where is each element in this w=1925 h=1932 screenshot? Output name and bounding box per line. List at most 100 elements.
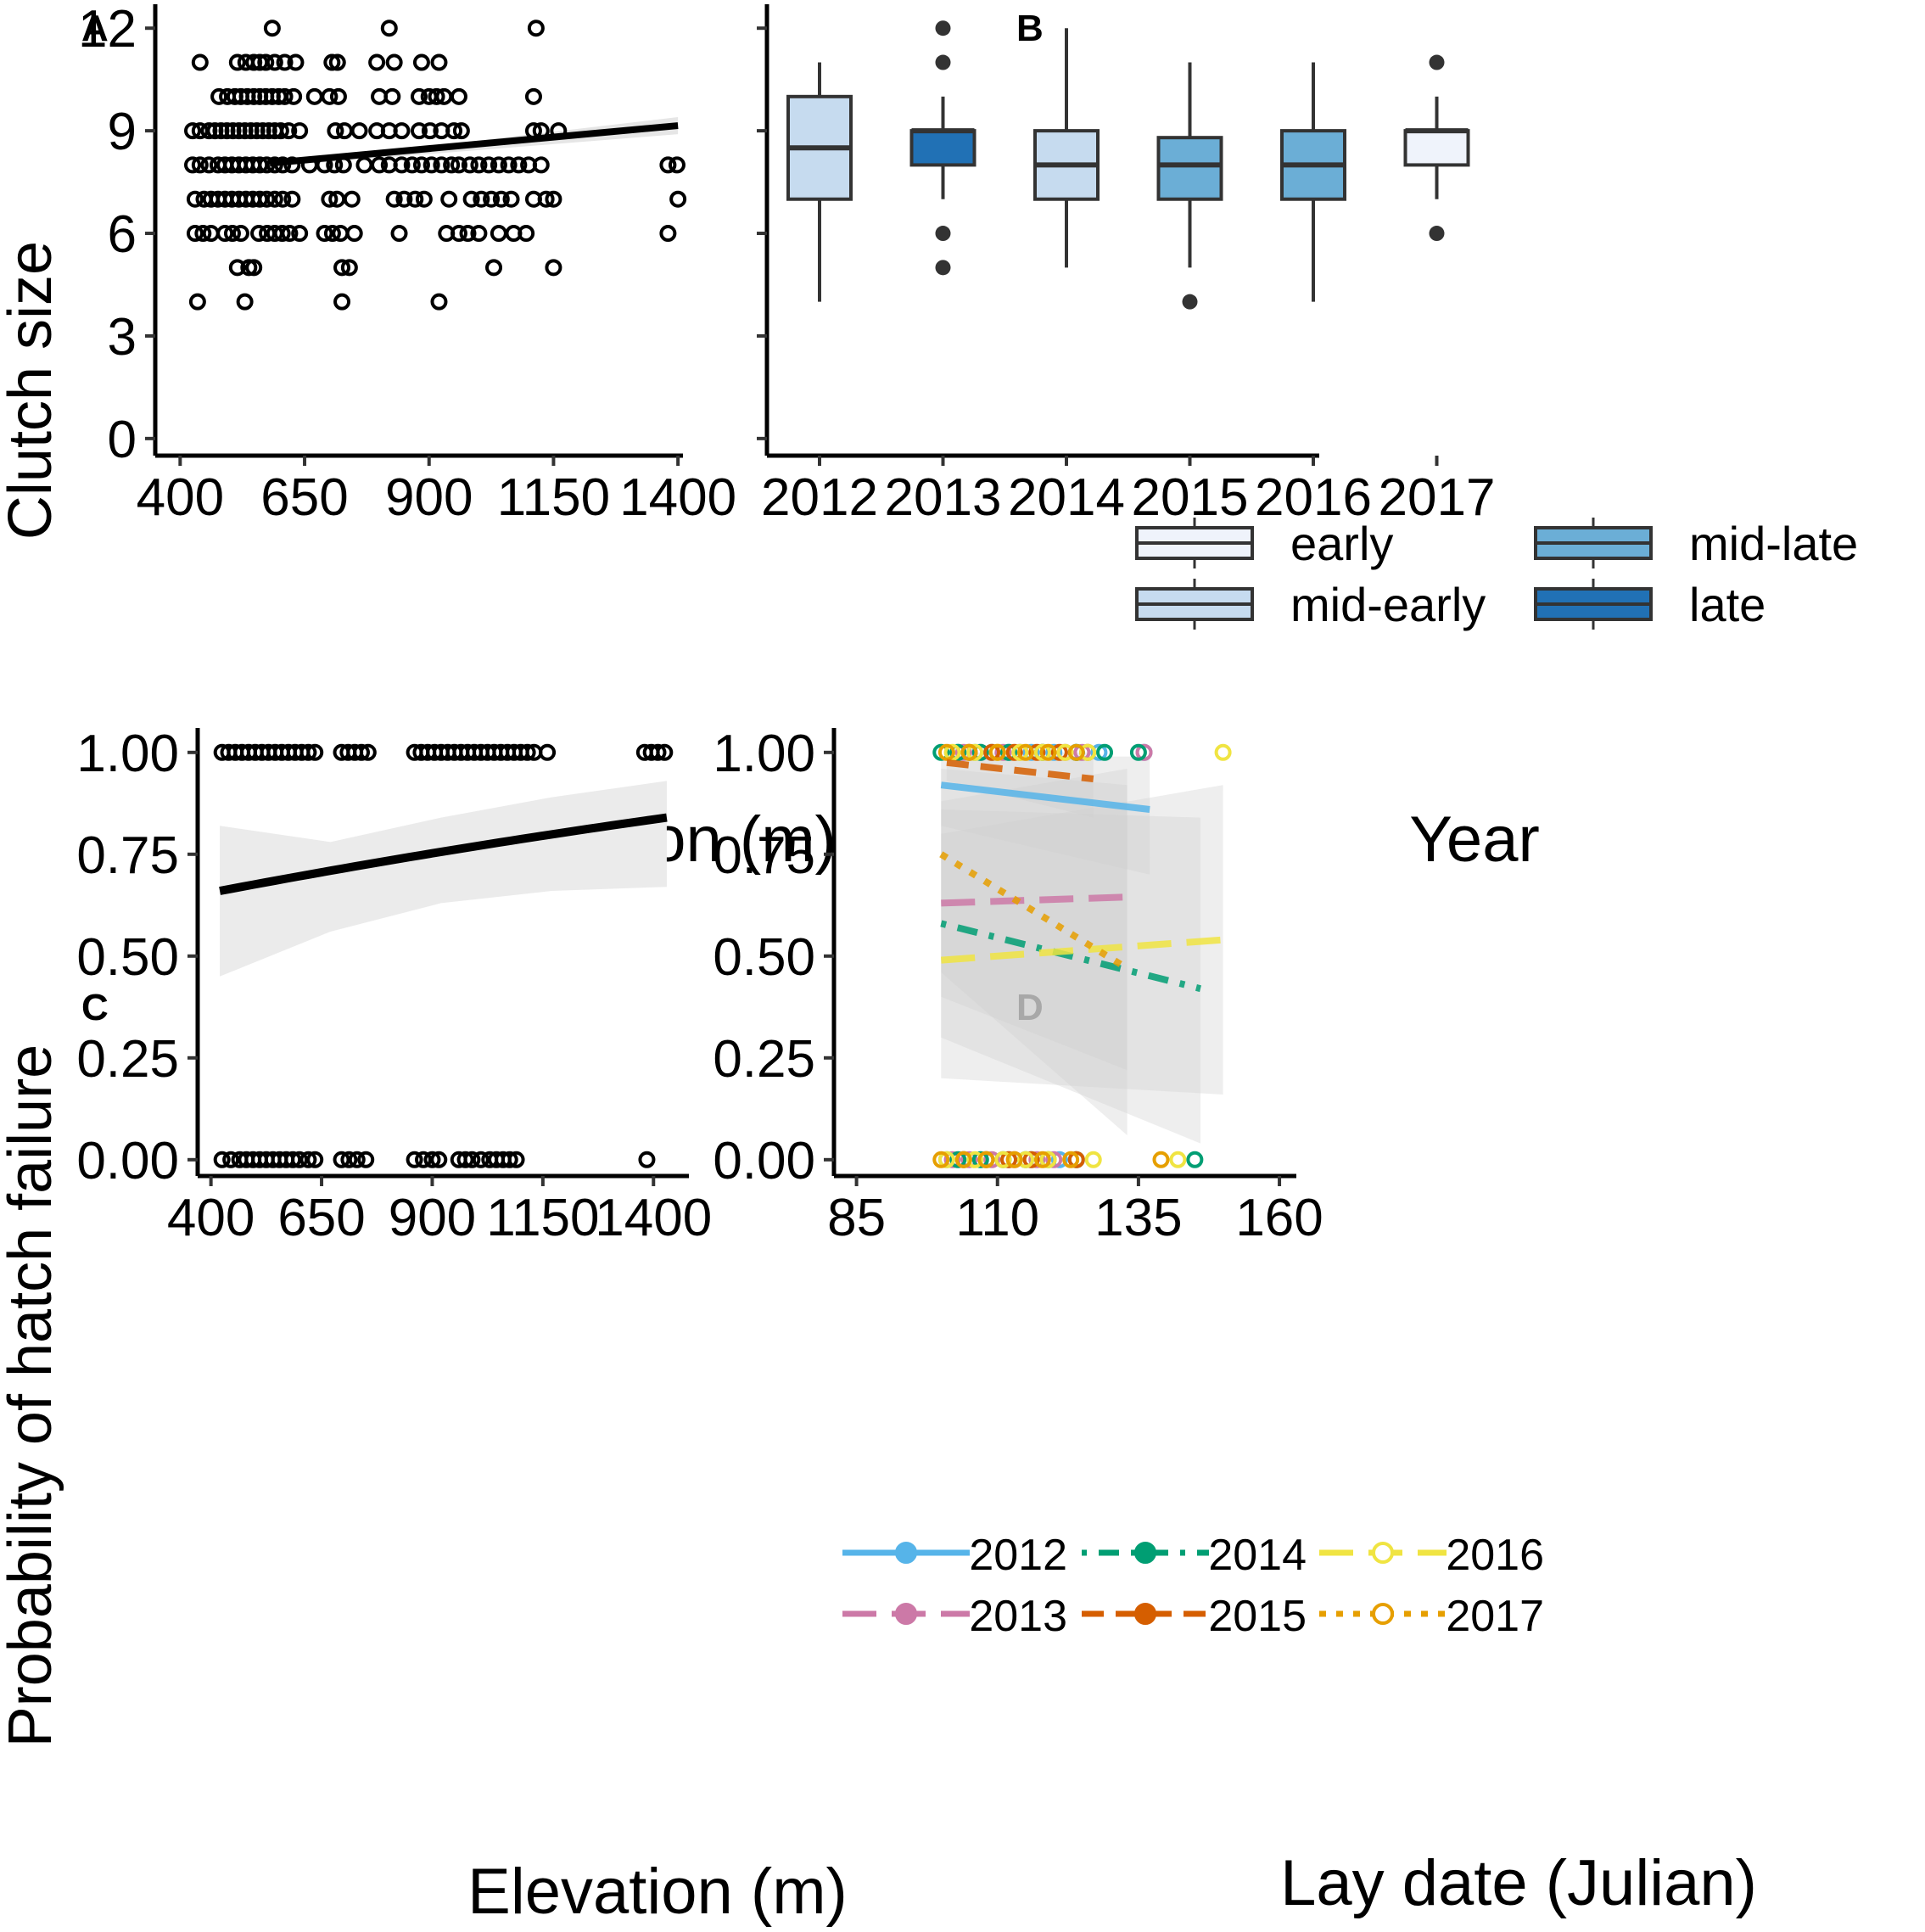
data-point-a	[184, 122, 202, 140]
data-point-2016	[1016, 1151, 1034, 1168]
y-tick-label-a: 3	[108, 308, 137, 367]
data-point-a	[411, 87, 428, 105]
y-tick-label-a: 12	[78, 0, 137, 59]
data-point-a	[280, 122, 298, 140]
x-axis-label-b: Year	[1409, 804, 1540, 876]
data-point-a	[191, 53, 209, 71]
y-tick-label-a: 9	[108, 103, 137, 161]
data-point-2014	[932, 743, 950, 761]
legend-key-point-2015	[1134, 1603, 1156, 1625]
data-point-a	[480, 156, 498, 174]
data-point-a	[500, 156, 518, 174]
data-point-a	[502, 190, 520, 208]
panel-label-a: A	[81, 8, 109, 49]
data-point-a	[274, 190, 292, 208]
data-point-a	[340, 259, 358, 277]
legend-label-2014: 2014	[1208, 1531, 1307, 1580]
legend-label-2015: 2015	[1208, 1592, 1307, 1641]
data-point-a	[276, 53, 294, 71]
data-point-2016	[966, 1151, 984, 1168]
x-tick-label-c: 400	[167, 1189, 255, 1247]
data-point-a	[450, 87, 467, 105]
data-point-a	[194, 225, 212, 243]
data-point-a	[291, 122, 309, 140]
data-point-a	[393, 156, 411, 174]
data-point-a	[461, 156, 478, 174]
panel-label-b: B	[1016, 8, 1044, 49]
data-point-2017	[1067, 743, 1085, 761]
data-point-a	[305, 87, 323, 105]
x-tick-label-2017: 2017	[1379, 468, 1496, 527]
data-point-c-hatched	[638, 1151, 656, 1168]
data-point-2015	[1005, 743, 1023, 761]
y-tick-label-d: 0.50	[713, 928, 815, 987]
data-point-a	[200, 156, 218, 174]
data-point-2013	[960, 1151, 978, 1168]
data-point-c-hatched	[423, 1151, 441, 1168]
box-2017	[1403, 129, 1470, 167]
data-point-a	[343, 190, 361, 208]
data-point-2017	[932, 1151, 950, 1168]
data-point-a	[210, 87, 228, 105]
data-point-2014	[1129, 743, 1147, 761]
data-point-a	[355, 156, 373, 174]
data-point-c-hatched	[340, 1151, 358, 1168]
data-point-a	[452, 122, 470, 140]
data-point-c-hatched	[456, 1151, 474, 1168]
ci-ribbon-d	[941, 756, 1150, 875]
data-point-a	[385, 53, 403, 71]
data-point-a	[228, 259, 246, 277]
y-tick-label-c: 0.25	[76, 1030, 179, 1089]
data-point-2013	[954, 743, 972, 761]
data-point-c-hatched	[213, 1151, 231, 1168]
data-point-a	[412, 156, 430, 174]
data-point-a	[186, 225, 204, 243]
data-point-2017	[1039, 743, 1057, 761]
legend-label-2017: 2017	[1446, 1592, 1544, 1641]
data-point-2013	[994, 743, 1012, 761]
legend-key-point-2016	[1372, 1542, 1394, 1564]
legend-key-point-2012	[895, 1542, 917, 1564]
data-point-2015	[1022, 1151, 1040, 1168]
data-point-a	[250, 225, 268, 243]
legend-key-point-2013	[895, 1603, 917, 1625]
x-tick-label-d: 110	[955, 1189, 1039, 1247]
data-point-a	[659, 225, 677, 243]
data-point-c-hatched	[357, 1151, 375, 1168]
trend-line-2013	[941, 893, 1128, 907]
data-point-2014	[1096, 743, 1114, 761]
outlier-2017	[1429, 226, 1445, 242]
y-tick-label-d: 0.25	[713, 1030, 815, 1089]
data-point-2016	[966, 743, 984, 761]
data-point-2016	[943, 743, 961, 761]
data-point-a	[266, 190, 283, 208]
data-point-a	[285, 87, 303, 105]
data-point-a	[440, 190, 458, 208]
data-point-a	[223, 225, 241, 243]
data-point-c-hatched	[284, 1151, 302, 1168]
data-point-2013	[1045, 1151, 1063, 1168]
data-point-c-failed	[518, 743, 536, 761]
y-axis-label-hatch-failure: Probability of hatch failure	[0, 1044, 64, 1747]
x-tick-label-c: 1400	[595, 1189, 712, 1247]
data-point-a	[527, 20, 545, 37]
data-point-a	[368, 53, 386, 71]
legend-label-2016: 2016	[1446, 1531, 1544, 1580]
data-point-2012	[1045, 743, 1063, 761]
panel-label-c: C	[81, 987, 109, 1028]
data-point-2017	[1016, 743, 1034, 761]
data-point-a	[490, 225, 507, 243]
data-point-a	[669, 190, 687, 208]
outlier-2017	[1429, 54, 1445, 70]
data-point-2013	[1073, 743, 1091, 761]
data-point-a	[188, 293, 206, 311]
data-point-a	[328, 53, 346, 71]
data-point-a	[473, 190, 490, 208]
x-tick-label-a: 650	[260, 468, 348, 527]
data-point-c-failed	[649, 743, 667, 761]
data-point-2012	[1050, 1151, 1068, 1168]
data-point-a	[321, 190, 339, 208]
data-point-a	[545, 190, 562, 208]
data-point-2014	[1186, 1151, 1204, 1168]
data-point-a	[518, 225, 535, 243]
